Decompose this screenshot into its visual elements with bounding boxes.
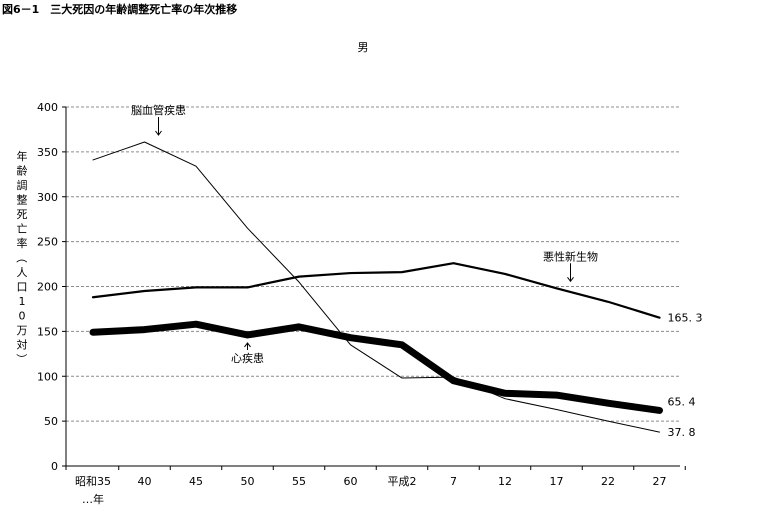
y-tick-label: 400 [37,101,58,114]
x-tick-label: 12 [498,475,512,488]
y-axis-label-char: ） [15,354,28,365]
gridlines [66,106,680,422]
y-tick-label: 350 [37,146,58,159]
y-axis-label-char: 調 [17,178,28,192]
series-line [89,320,663,414]
chart-title: 男 [358,41,369,54]
annotation-arrowhead [244,342,251,348]
x-tick-label: 50 [241,475,255,488]
y-axis-label-char: 率 [17,236,28,250]
y-tick-label: 50 [44,415,58,428]
annotation-arrowhead [155,130,162,136]
series-line [91,262,661,319]
x-axis-sublabel: …年 [82,492,104,506]
annotation-label: 心疾患 [231,351,264,365]
y-tick-label: 0 [51,460,58,473]
x-tick-label: 17 [550,475,564,488]
y-axis-label-char: 人 [17,266,28,279]
x-tick-label: 40 [138,475,152,488]
y-tick-label: 150 [37,325,58,338]
end-labels: 165. 3 37. 8 65. 4 [668,312,703,439]
x-tick-label: 7 [450,475,457,488]
y-axis-label-char: 口 [17,281,28,294]
x-tick-label: 昭和35 [75,475,111,488]
y-axis-label-char: 0 [19,310,26,323]
y-axis-label-char: 年 [17,149,28,163]
y-axis-label-char: （ [15,252,28,263]
end-value-label: 165. 3 [668,312,703,325]
y-tick-label: 300 [37,191,58,204]
y-axis-label-char: 対 [17,338,28,352]
y-axis-label-char: 1 [19,295,26,308]
x-tick-label: 45 [189,475,203,488]
annotation-label: 悪性新生物 [543,249,598,263]
y-tick-label: 100 [37,370,58,383]
x-tick-label: 27 [653,475,667,488]
y-axis-label-char: 万 [17,324,28,337]
y-axis-label-char: 整 [17,193,28,207]
series-line [92,141,660,433]
annotation-arrowhead [567,276,574,283]
figure-title: 図6－1 三大死因の年齢調整死亡率の年次推移 [2,3,238,16]
y-axis-label-char: 齢 [17,164,28,178]
end-value-label: 37. 8 [668,426,696,439]
y-axis-label-char: 亡 [17,222,28,236]
y-tick-label: 250 [37,236,58,249]
x-tick-label: 60 [344,475,358,488]
x-tick-label: 55 [292,475,306,488]
series-lines [89,141,663,433]
y-tick-label: 200 [37,281,58,294]
x-tick-label: 22 [601,475,615,488]
x-axis: 昭和35 40 45 50 55 60 平成2 7 12 17 22 27 …年 [65,465,686,506]
x-tick-label: 平成2 [388,475,417,488]
y-axis-label: 年齢調整死亡率 （ 人口1 0万対 ） [15,149,28,365]
y-axis: 0 50 100 150 200 250 300 350 400 [37,101,67,473]
end-value-label: 65. 4 [668,395,696,408]
annotation-label: 脳血管疾患 [131,103,186,117]
y-axis-label-char: 死 [17,208,28,221]
